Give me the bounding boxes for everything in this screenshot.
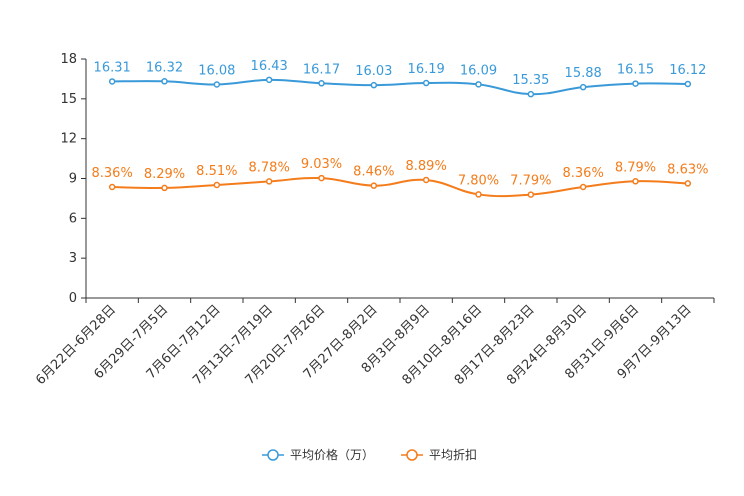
series-0-point	[370, 81, 378, 89]
series-0-data-label: 16.09	[460, 63, 497, 78]
series-1-data-label: 8.63%	[667, 162, 708, 177]
series-0-data-label: 16.03	[355, 64, 392, 79]
y-tick-label: 15	[60, 92, 77, 107]
series-1-data-label: 8.36%	[563, 166, 604, 181]
series-0-point	[213, 81, 221, 88]
series-1-data-label: 8.79%	[615, 160, 656, 175]
series-0-point	[579, 83, 587, 91]
legend-marker	[267, 449, 279, 461]
series-0-data-label: 16.31	[94, 60, 131, 75]
series-1-point	[161, 184, 168, 192]
series-0-point	[318, 80, 325, 87]
series-0-point	[632, 80, 639, 87]
series-1-data-label: 7.80%	[458, 173, 499, 188]
y-tick-label: 3	[69, 251, 77, 266]
y-tick-label: 6	[69, 211, 77, 226]
legend-label: 平均折扣	[429, 447, 477, 462]
series-line-1	[112, 176, 688, 198]
series-1-point	[370, 182, 378, 189]
series-0-point	[265, 76, 273, 84]
series-1-point	[265, 178, 273, 185]
y-tick-label: 9	[69, 172, 77, 187]
series-0-data-label: 16.32	[146, 60, 183, 75]
y-tick-label: 0	[69, 291, 77, 306]
series-0-data-label: 16.19	[408, 62, 445, 77]
series-0-data-label: 16.08	[198, 63, 235, 78]
series-1-point	[579, 183, 587, 191]
series-0-point	[108, 78, 116, 85]
series-0-data-label: 15.88	[565, 66, 602, 81]
series-1-point	[632, 178, 639, 185]
series-1-point	[318, 174, 325, 182]
series-line-0	[112, 78, 688, 96]
series-1-data-label: 8.78%	[249, 160, 290, 175]
series-1-point	[422, 176, 430, 184]
legend-marker	[406, 449, 418, 461]
series-0-point	[527, 90, 535, 98]
series-0-point	[161, 78, 168, 85]
series-0-data-label: 16.17	[303, 62, 340, 77]
series-1-point	[475, 191, 482, 198]
series-0-data-label: 16.43	[251, 59, 288, 74]
legend-label: 平均价格（万）	[290, 447, 374, 462]
series-0-data-label: 15.35	[512, 73, 549, 88]
series-0-point	[684, 80, 692, 88]
series-1-point	[108, 183, 116, 191]
series-0-point	[422, 79, 430, 87]
series-1-data-label: 8.89%	[406, 159, 447, 174]
series-1-data-label: 9.03%	[301, 157, 342, 172]
series-1-point	[527, 191, 535, 198]
series-1-data-label: 8.51%	[196, 164, 237, 179]
series-0-data-label: 16.12	[669, 63, 706, 78]
y-tick-label: 12	[60, 132, 77, 147]
series-1-data-label: 7.79%	[510, 174, 551, 189]
y-tick-label: 18	[60, 52, 77, 67]
series-1-data-label: 8.29%	[144, 167, 185, 182]
series-1-data-label: 8.36%	[92, 166, 133, 181]
series-1-data-label: 8.46%	[353, 165, 394, 180]
series-1-point	[213, 181, 221, 189]
series-1-point	[684, 180, 692, 187]
series-0-point	[475, 81, 482, 88]
series-0-data-label: 16.15	[617, 63, 654, 78]
